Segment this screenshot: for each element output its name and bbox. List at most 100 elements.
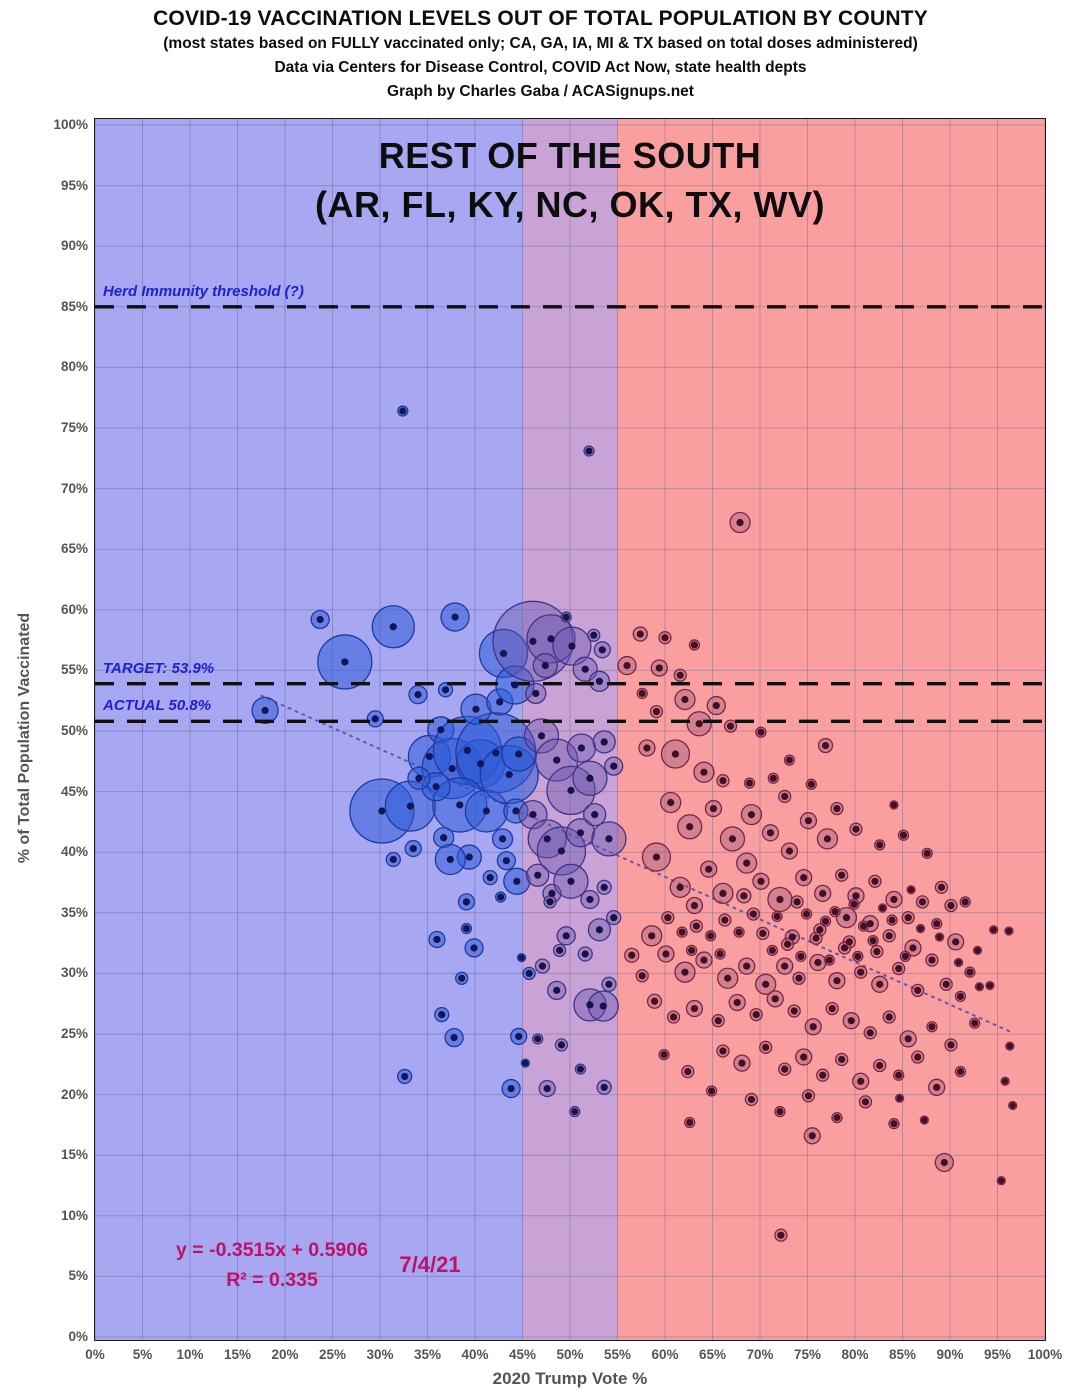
county-dot-red-counties: [821, 741, 830, 750]
county-dot-red-counties: [726, 722, 735, 730]
county-dot-red-counties: [762, 1043, 770, 1051]
county-dot-red-counties: [821, 917, 830, 925]
county-dot-red-counties: [638, 972, 646, 980]
county-dot-blue-counties: [389, 855, 397, 864]
county-dot-red-counties: [676, 671, 684, 679]
county-dot-red-counties: [917, 925, 924, 932]
county-dot-red-counties: [857, 1077, 865, 1085]
county-dot-swing-counties: [610, 762, 618, 770]
county-dot-blue-counties: [438, 1011, 446, 1019]
county-dot-red-counties: [838, 871, 846, 879]
county-dot-swing-counties: [571, 1107, 579, 1116]
county-dot-red-counties: [998, 1177, 1005, 1184]
county-dot-blue-counties: [497, 893, 505, 901]
county-dot-red-counties: [990, 926, 997, 933]
y-tick-label: 45%: [60, 783, 88, 799]
county-dot-red-counties: [845, 938, 853, 946]
county-dot-red-counties: [705, 865, 713, 873]
county-dot-blue-counties: [456, 801, 464, 809]
county-dot-red-counties: [783, 940, 792, 948]
county-dot-red-counties: [743, 962, 751, 970]
county-dot-red-counties: [795, 974, 803, 982]
county-dot-red-counties: [788, 933, 796, 941]
county-dot-red-counties: [688, 946, 696, 954]
county-dot-blue-counties: [415, 774, 423, 782]
scatter-plot-svg: [95, 119, 1045, 1340]
county-dot-red-counties: [628, 951, 636, 959]
county-dot-red-counties: [700, 956, 708, 964]
county-dot-red-counties: [736, 518, 744, 527]
county-dot-red-counties: [662, 950, 670, 958]
county-dot-swing-counties: [585, 447, 593, 455]
county-dot-swing-counties: [529, 637, 537, 645]
county-dot-swing-counties: [557, 1041, 566, 1049]
county-dot-swing-counties: [605, 835, 613, 843]
county-dot-red-counties: [859, 922, 868, 930]
county-dot-red-counties: [928, 1023, 936, 1031]
county-dot-swing-counties: [541, 661, 549, 670]
x-axis-tick-labels: 0% 5% 10% 15% 20% 25% 30% 35% 40% 45% 50% 55% 60% 65%…: [85, 1347, 1062, 1367]
county-dot-swing-counties: [568, 642, 576, 650]
county-dot-blue-counties: [409, 844, 417, 853]
county-dot-red-counties: [686, 823, 694, 831]
county-dot-swing-counties: [567, 786, 575, 794]
county-dot-blue-counties: [446, 855, 454, 864]
county-dot-red-counties: [914, 1053, 922, 1061]
county-dot-red-counties: [976, 983, 983, 990]
county-dot-blue-counties: [513, 877, 521, 885]
y-tick-label: 50%: [60, 723, 88, 738]
x-tick-label: 15%: [223, 1347, 252, 1362]
y-tick-label: 65%: [60, 541, 88, 557]
county-dot-red-counties: [652, 853, 661, 861]
county-dot-red-counties: [712, 701, 720, 710]
county-dot-red-counties: [785, 847, 794, 855]
county-dot-swing-counties: [595, 926, 604, 934]
county-dot-blue-counties: [261, 706, 269, 714]
county-dot-swing-counties: [546, 898, 554, 906]
county-dot-red-counties: [942, 980, 950, 988]
county-dot-swing-counties: [562, 613, 570, 621]
y-tick-label: 80%: [60, 359, 88, 375]
county-dot-red-counties: [852, 892, 860, 900]
county-dot-red-counties: [785, 756, 794, 764]
county-dot-blue-counties: [458, 974, 466, 982]
county-dot-blue-counties: [502, 857, 510, 865]
x-tick-label: 50%: [556, 1347, 584, 1362]
county-dot-red-counties: [652, 708, 661, 716]
county-dot-red-counties: [695, 720, 703, 728]
county-dot-blue-counties: [441, 686, 450, 694]
y-tick-label: 55%: [60, 662, 88, 678]
county-dot-blue-counties: [496, 698, 504, 706]
county-dot-swing-counties: [581, 665, 589, 673]
x-tick-label: 30%: [366, 1347, 394, 1362]
county-dot-red-counties: [757, 877, 765, 885]
county-dot-swing-counties: [529, 811, 537, 819]
x-tick-label: 80%: [841, 1347, 869, 1362]
county-dot-red-counties: [876, 1061, 884, 1070]
county-dot-swing-counties: [586, 774, 594, 782]
county-dot-red-counties: [808, 1132, 816, 1140]
county-dot-red-counties: [873, 947, 881, 956]
county-dot-blue-counties: [450, 1034, 458, 1042]
x-tick-label: 60%: [651, 1347, 679, 1362]
y-tick-label: 5%: [68, 1268, 88, 1284]
county-dot-red-counties: [966, 968, 974, 976]
county-dot-blue-counties: [518, 954, 525, 961]
county-dot-red-counties: [833, 1114, 841, 1122]
county-dot-red-counties: [719, 777, 727, 785]
county-dot-red-counties: [700, 768, 708, 776]
county-dot-red-counties: [802, 910, 811, 918]
y-tick-label: 70%: [60, 480, 88, 496]
county-dot-red-counties: [1006, 1042, 1014, 1050]
county-dot-swing-counties: [562, 932, 570, 940]
x-tick-label: 20%: [271, 1347, 299, 1362]
county-dot-red-counties: [854, 952, 862, 961]
county-dot-red-counties: [678, 928, 686, 936]
county-dot-blue-counties: [486, 874, 494, 882]
y-tick-label: 25%: [60, 1026, 88, 1041]
county-dot-blue-counties: [425, 752, 433, 761]
county-dot-blue-counties: [448, 764, 456, 773]
county-dot-red-counties: [684, 1067, 692, 1076]
county-dot-red-counties: [933, 920, 941, 928]
county-dot-blue-counties: [522, 1059, 529, 1067]
